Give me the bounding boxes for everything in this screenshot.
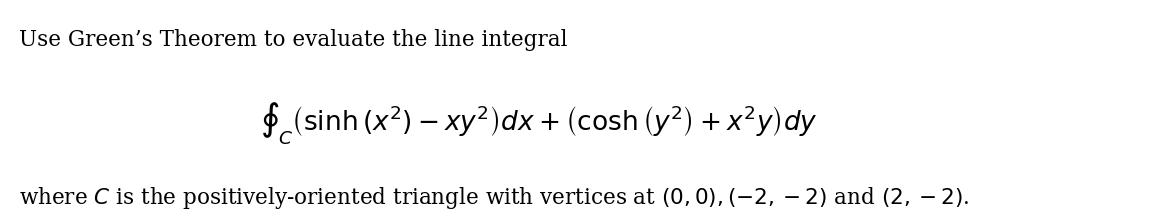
Text: Use Green’s Theorem to evaluate the line integral: Use Green’s Theorem to evaluate the line… [20, 29, 568, 51]
Text: where $C$ is the positively-oriented triangle with vertices at $(0,0), (-2,-2)$ : where $C$ is the positively-oriented tri… [20, 185, 970, 211]
Text: $\oint_{C} \left(\sinh\left(x^{2}\right) - xy^{2}\right) dx + \left(\cosh\left(y: $\oint_{C} \left(\sinh\left(x^{2}\right)… [260, 100, 818, 146]
